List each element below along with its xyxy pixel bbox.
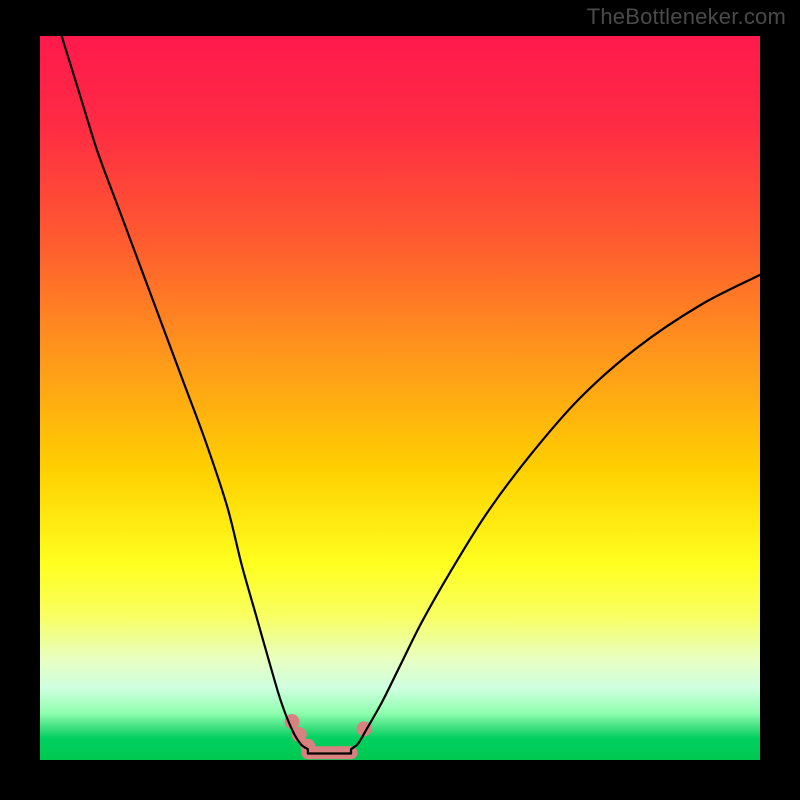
figure-root: TheBottleneker.com (0, 0, 800, 800)
plot-background (40, 36, 760, 760)
chart-svg (0, 0, 800, 800)
